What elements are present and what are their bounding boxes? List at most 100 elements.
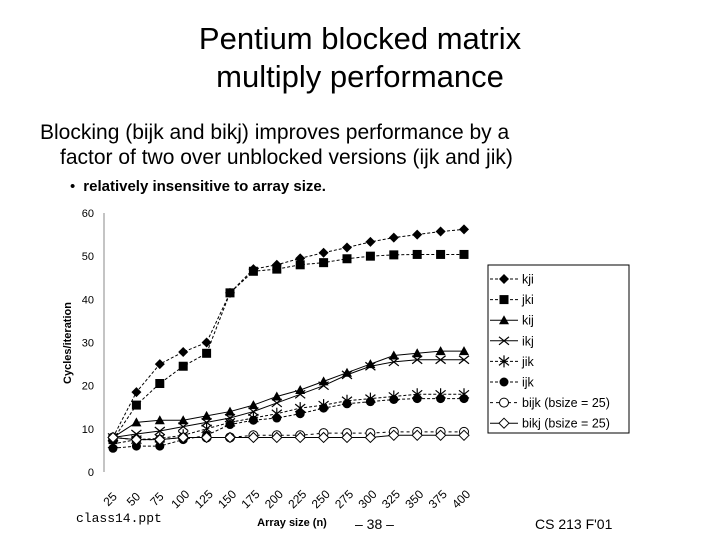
series-line — [112, 434, 464, 441]
legend-label: kij — [522, 314, 534, 328]
footer-course: CS 213 F'01 — [535, 516, 613, 532]
legend-entry: jki — [490, 293, 534, 307]
data-point — [131, 417, 142, 427]
y-tick-label: 10 — [82, 424, 94, 436]
data-point — [341, 431, 353, 444]
y-tick-label: 0 — [88, 467, 94, 479]
x-tick-label: 100 — [168, 487, 192, 511]
data-point — [388, 357, 400, 367]
data-point — [271, 431, 283, 444]
data-point — [154, 359, 165, 370]
y-axis-label: Cycles/iteration — [62, 302, 74, 384]
x-tick-label: 200 — [262, 487, 286, 511]
y-tick-label: 40 — [82, 294, 94, 306]
data-point — [318, 247, 329, 258]
x-tick-label: 150 — [215, 487, 239, 511]
legend-marker — [499, 397, 509, 408]
data-point — [342, 399, 352, 409]
footer-page-number: – 38 – — [355, 516, 394, 532]
x-tick-label: 350 — [402, 487, 426, 511]
x-tick-label: 275 — [332, 487, 356, 511]
data-point — [225, 288, 235, 298]
data-point — [271, 398, 283, 408]
y-tick-label: 50 — [82, 251, 94, 263]
series-line — [112, 393, 464, 445]
x-tick-label: 125 — [192, 487, 216, 511]
legend-marker — [499, 377, 509, 387]
legend-entry: ijk — [490, 376, 535, 390]
x-tick-label: 75 — [147, 489, 167, 509]
legend-marker — [498, 336, 510, 346]
data-point — [247, 431, 260, 444]
data-point — [225, 406, 235, 416]
data-point — [434, 429, 447, 442]
legend-label: kji — [522, 273, 534, 287]
legend-label: jki — [521, 293, 534, 307]
data-point — [272, 264, 282, 274]
data-point — [365, 397, 375, 407]
data-point — [435, 226, 446, 237]
data-point — [178, 415, 189, 425]
y-tick-label: 30 — [82, 338, 94, 350]
series-bikj — [107, 429, 470, 446]
data-point — [388, 350, 399, 360]
main-bullet: Blocking (bijk and bikj) improves perfor… — [40, 120, 690, 170]
data-point — [319, 258, 329, 268]
x-axis-label: Array size (n) — [257, 517, 327, 529]
data-point — [411, 355, 423, 365]
data-point — [435, 355, 446, 365]
y-tick-label: 20 — [82, 381, 94, 393]
data-point — [412, 348, 423, 358]
legend-entry: bikj (bsize = 25) — [490, 417, 610, 431]
data-point — [365, 251, 375, 261]
data-point — [271, 391, 282, 401]
data-point — [272, 413, 282, 423]
data-point — [201, 337, 212, 348]
data-point — [388, 232, 399, 243]
x-tick-label: 375 — [426, 487, 450, 511]
series-line — [112, 253, 464, 440]
legend-marker — [499, 295, 509, 305]
data-point — [178, 346, 189, 357]
x-tick-label: 325 — [379, 487, 403, 511]
data-point — [131, 400, 141, 410]
legend-marker — [498, 355, 510, 368]
data-point — [201, 417, 212, 427]
slide-title: Pentium blocked matrix multiply performa… — [0, 20, 720, 96]
data-point — [201, 410, 212, 420]
data-point — [317, 431, 330, 444]
data-point — [248, 266, 258, 276]
data-point — [342, 242, 352, 253]
series-kij — [108, 346, 469, 442]
data-point — [365, 361, 376, 371]
legend-label: jik — [521, 355, 535, 369]
legend-box — [487, 264, 630, 434]
data-point — [224, 431, 236, 444]
data-point — [435, 346, 446, 356]
data-point — [154, 426, 166, 436]
data-point — [319, 403, 329, 413]
data-point — [177, 422, 189, 432]
data-point — [412, 229, 423, 240]
y-tick-label: 60 — [82, 208, 94, 220]
data-point — [388, 429, 400, 442]
legend-entry: kji — [490, 273, 534, 287]
x-tick-label: 250 — [309, 487, 333, 511]
data-point — [458, 429, 470, 442]
x-tick-label: 175 — [239, 487, 263, 511]
data-point — [412, 249, 422, 259]
data-point — [459, 224, 469, 235]
data-point — [364, 431, 377, 444]
data-point — [178, 361, 188, 371]
legend-label: ikj — [522, 334, 534, 348]
data-point — [412, 394, 422, 404]
data-point — [248, 400, 259, 410]
series-line — [112, 359, 464, 438]
legend-entry: bijk (bsize = 25) — [490, 396, 610, 410]
data-point — [295, 409, 305, 419]
data-point — [365, 236, 376, 247]
data-point — [411, 429, 423, 442]
data-point — [295, 260, 305, 270]
data-point — [318, 381, 329, 391]
